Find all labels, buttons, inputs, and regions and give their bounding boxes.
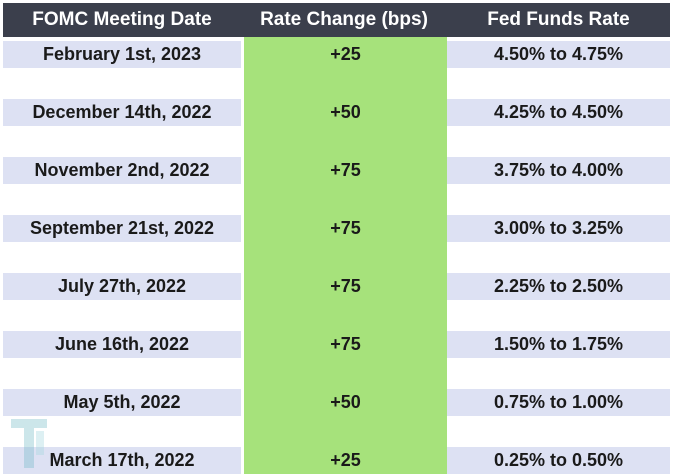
header-meeting-date: FOMC Meeting Date: [32, 9, 212, 30]
row-band-right: [447, 41, 670, 68]
rate-change-cell: +25: [330, 450, 361, 470]
fed-funds-rate-cell: 4.25% to 4.50%: [493, 102, 624, 122]
meeting-date-cell: March 17th, 2022: [49, 450, 195, 470]
table-row: December 14th, 2022 +50 4.25% to 4.50%: [3, 99, 670, 126]
table-row: February 1st, 2023 +25 4.50% to 4.75%: [3, 41, 670, 68]
table-header: FOMC Meeting Date Rate Change (bps) Fed …: [3, 3, 670, 37]
row-band-right: [447, 331, 670, 358]
rate-change-cell: +25: [330, 44, 361, 64]
row-band-left: [3, 331, 241, 358]
row-band-left: [3, 215, 241, 242]
header-rate-change: Rate Change (bps): [260, 9, 428, 30]
meeting-date-cell: July 27th, 2022: [57, 276, 187, 296]
row-band-right: [447, 215, 670, 242]
meeting-date-cell: February 1st, 2023: [42, 44, 202, 64]
row-band-left: [3, 389, 241, 416]
row-band-right: [447, 447, 670, 474]
row-band-right: [447, 157, 670, 184]
meeting-date-cell: June 16th, 2022: [54, 334, 190, 354]
fomc-rate-table: FOMC Meeting Date Rate Change (bps) Fed …: [3, 3, 670, 474]
fed-funds-rate-cell: 3.00% to 3.25%: [493, 218, 624, 238]
header-fed-funds-rate: Fed Funds Rate: [487, 9, 630, 30]
meeting-date-cell: December 14th, 2022: [32, 102, 212, 122]
fed-funds-rate-cell: 0.75% to 1.00%: [493, 392, 624, 412]
row-band-left: [3, 41, 241, 68]
rate-change-highlight-column: [244, 37, 447, 474]
table-row: September 21st, 2022 +75 3.00% to 3.25%: [3, 215, 670, 242]
meeting-date-cell: May 5th, 2022: [63, 392, 181, 412]
table-row: July 27th, 2022 +75 2.25% to 2.50%: [3, 273, 670, 300]
rate-change-cell: +75: [330, 218, 361, 238]
table-row: November 2nd, 2022 +75 3.75% to 4.00%: [3, 157, 670, 184]
table-row: June 16th, 2022 +75 1.50% to 1.75%: [3, 331, 670, 358]
row-band-left: [3, 447, 241, 474]
fed-funds-rate-cell: 4.50% to 4.75%: [493, 44, 624, 64]
logo-watermark-icon: [11, 419, 47, 468]
fed-funds-rate-cell: 1.50% to 1.75%: [493, 334, 624, 354]
rate-change-cell: +50: [330, 392, 361, 412]
fed-funds-rate-cell: 2.25% to 2.50%: [493, 276, 624, 296]
table-row: March 17th, 2022 +25 0.25% to 0.50%: [3, 447, 670, 474]
table-row: May 5th, 2022 +50 0.75% to 1.00%: [3, 389, 670, 416]
meeting-date-cell: November 2nd, 2022: [34, 160, 210, 180]
row-band-left: [3, 99, 241, 126]
rate-change-cell: +75: [330, 276, 361, 296]
meeting-date-cell: September 21st, 2022: [29, 218, 215, 238]
row-band-right: [447, 389, 670, 416]
row-band-right: [447, 99, 670, 126]
rate-change-cell: +50: [330, 102, 361, 122]
fed-funds-rate-cell: 0.25% to 0.50%: [493, 450, 624, 470]
rate-change-cell: +75: [330, 160, 361, 180]
fed-funds-rate-cell: 3.75% to 4.00%: [493, 160, 624, 180]
row-band-left: [3, 273, 241, 300]
row-band-left: [3, 157, 241, 184]
rate-change-cell: +75: [330, 334, 361, 354]
row-band-right: [447, 273, 670, 300]
